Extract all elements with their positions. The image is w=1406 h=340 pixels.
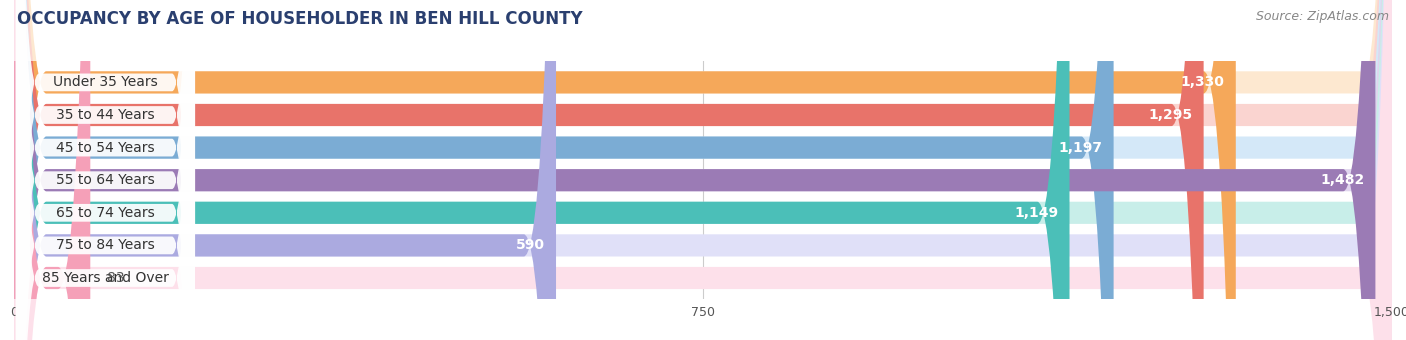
FancyBboxPatch shape xyxy=(15,0,195,340)
FancyBboxPatch shape xyxy=(14,0,555,340)
Text: 55 to 64 Years: 55 to 64 Years xyxy=(56,173,155,187)
Text: 590: 590 xyxy=(516,238,546,252)
FancyBboxPatch shape xyxy=(14,0,1236,340)
FancyBboxPatch shape xyxy=(15,0,195,340)
Text: 45 to 54 Years: 45 to 54 Years xyxy=(56,141,155,155)
Text: 83: 83 xyxy=(107,271,125,285)
FancyBboxPatch shape xyxy=(15,0,195,340)
Text: 1,149: 1,149 xyxy=(1014,206,1059,220)
FancyBboxPatch shape xyxy=(14,0,1392,340)
FancyBboxPatch shape xyxy=(14,0,1392,340)
Text: 75 to 84 Years: 75 to 84 Years xyxy=(56,238,155,252)
Text: OCCUPANCY BY AGE OF HOUSEHOLDER IN BEN HILL COUNTY: OCCUPANCY BY AGE OF HOUSEHOLDER IN BEN H… xyxy=(17,10,582,28)
FancyBboxPatch shape xyxy=(14,0,1204,340)
FancyBboxPatch shape xyxy=(14,0,1114,340)
FancyBboxPatch shape xyxy=(14,0,90,340)
FancyBboxPatch shape xyxy=(15,0,195,340)
FancyBboxPatch shape xyxy=(14,0,1392,340)
FancyBboxPatch shape xyxy=(14,0,1375,340)
Text: 1,330: 1,330 xyxy=(1181,75,1225,89)
Text: 65 to 74 Years: 65 to 74 Years xyxy=(56,206,155,220)
FancyBboxPatch shape xyxy=(15,0,195,340)
Text: 35 to 44 Years: 35 to 44 Years xyxy=(56,108,155,122)
Text: 1,197: 1,197 xyxy=(1059,141,1102,155)
Text: Under 35 Years: Under 35 Years xyxy=(53,75,157,89)
FancyBboxPatch shape xyxy=(15,0,195,340)
FancyBboxPatch shape xyxy=(15,0,195,340)
FancyBboxPatch shape xyxy=(14,0,1392,340)
FancyBboxPatch shape xyxy=(14,0,1070,340)
Text: Source: ZipAtlas.com: Source: ZipAtlas.com xyxy=(1256,10,1389,23)
FancyBboxPatch shape xyxy=(14,0,1392,340)
FancyBboxPatch shape xyxy=(14,0,1392,340)
Text: 1,482: 1,482 xyxy=(1320,173,1364,187)
FancyBboxPatch shape xyxy=(14,0,1392,340)
Text: 85 Years and Over: 85 Years and Over xyxy=(42,271,169,285)
Text: 1,295: 1,295 xyxy=(1149,108,1192,122)
